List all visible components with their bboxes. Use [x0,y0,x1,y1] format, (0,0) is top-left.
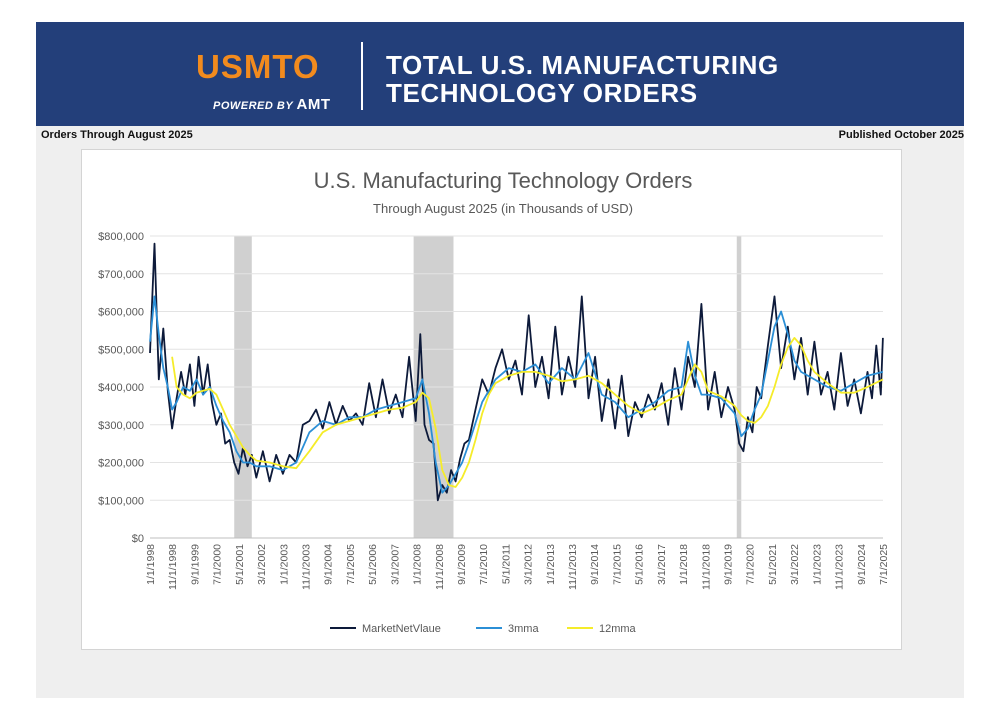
x-tick-label-6: 1/1/2003 [278,544,290,585]
x-tick-label-1: 11/1/1998 [167,544,179,590]
legend-label-0: MarketNetVlaue [362,623,441,635]
x-tick-label-22: 5/1/2016 [634,544,646,585]
y-tick-label-4: $400,000 [98,382,144,394]
report-title-line2: TECHNOLOGY ORDERS [386,78,698,108]
series-line-12mma [171,336,884,488]
y-tick-label-2: $200,000 [98,458,144,470]
powered-by-text: POWERED BY [213,100,293,112]
y-tick-label-8: $800,000 [98,231,144,243]
x-tick-label-33: 7/1/2025 [878,544,890,585]
powered-by-tagline: POWERED BY AMT [213,96,331,113]
x-tick-label-5: 3/1/2002 [256,544,268,585]
x-tick-label-23: 3/1/2017 [656,544,668,585]
x-tick-label-13: 11/1/2008 [434,544,446,590]
x-tick-label-19: 11/1/2013 [567,544,579,590]
y-tick-label-1: $100,000 [98,495,144,507]
x-tick-label-25: 11/1/2018 [700,544,712,590]
x-tick-label-8: 9/1/2004 [323,544,335,585]
x-tick-label-4: 5/1/2001 [234,544,246,585]
x-tick-label-0: 1/1/1998 [145,544,157,585]
x-tick-label-18: 1/1/2013 [545,544,557,585]
x-tick-label-2: 9/1/1999 [189,544,201,585]
usmto-logo[interactable]: USMTO [196,48,320,85]
series-line-3mma [149,295,884,494]
x-tick-label-21: 7/1/2015 [611,544,623,585]
x-tick-label-12: 1/1/2008 [412,544,424,585]
y-tick-label-6: $600,000 [98,307,144,319]
header-divider [361,42,363,110]
x-tick-label-29: 3/1/2022 [789,544,801,585]
x-tick-label-9: 7/1/2005 [345,544,357,585]
amt-brand: AMT [296,96,331,113]
x-tick-label-20: 9/1/2014 [589,544,601,585]
published-label: Published October 2025 [838,129,964,141]
x-tick-label-3: 7/1/2000 [212,544,224,585]
legend-label-2: 12mma [599,623,637,635]
legend-label-1: 3mma [508,623,539,635]
chart-subtitle: Through August 2025 (in Thousands of USD… [373,201,633,216]
x-tick-label-27: 7/1/2020 [745,544,757,585]
x-tick-label-10: 5/1/2006 [367,544,379,585]
x-tick-label-17: 3/1/2012 [523,544,535,585]
orders-through-label: Orders Through August 2025 [41,129,193,141]
x-tick-label-7: 11/1/2003 [300,544,312,590]
x-tick-label-30: 1/1/2023 [811,544,823,585]
x-tick-label-16: 5/1/2011 [500,544,512,584]
x-tick-label-24: 1/1/2018 [678,544,690,585]
y-tick-label-7: $700,000 [98,269,144,281]
x-tick-label-11: 3/1/2007 [389,544,401,585]
x-tick-label-28: 5/1/2021 [767,544,779,585]
x-tick-label-31: 11/1/2023 [834,544,846,590]
x-tick-label-26: 9/1/2019 [723,544,735,585]
y-tick-label-3: $300,000 [98,420,144,432]
y-tick-label-0: $0 [132,533,144,545]
x-tick-label-15: 7/1/2010 [478,544,490,585]
header-banner [36,22,964,126]
x-tick-label-14: 9/1/2009 [456,544,468,585]
chart-title: U.S. Manufacturing Technology Orders [313,168,693,193]
y-tick-label-5: $500,000 [98,344,144,356]
x-tick-label-32: 9/1/2024 [856,544,868,585]
report-title-line1: TOTAL U.S. MANUFACTURING [386,50,779,80]
